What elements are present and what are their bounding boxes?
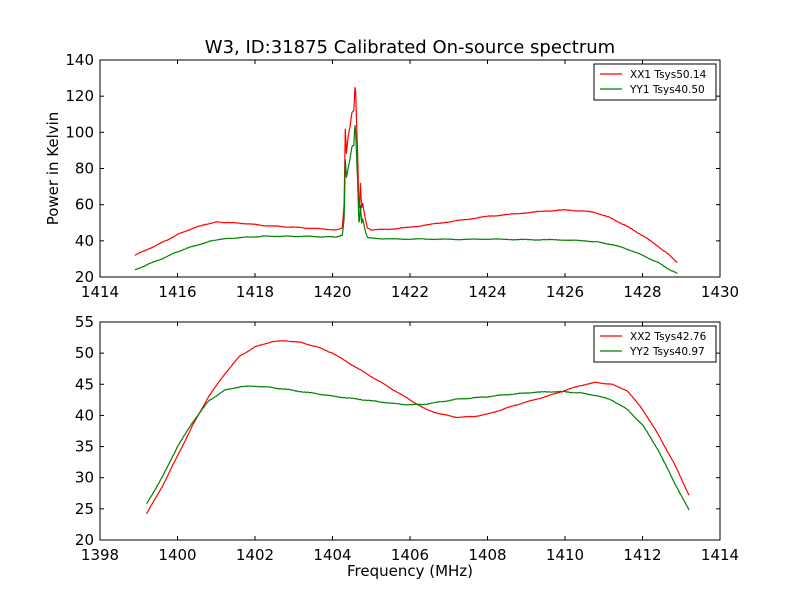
x-tick-label: 1424	[468, 283, 506, 301]
x-tick-label: 1412	[623, 546, 661, 564]
y-tick-label: 35	[75, 438, 94, 456]
y-tick-label: 60	[75, 196, 94, 214]
legend-label: XX2 Tsys42.76	[630, 331, 707, 343]
legend-label: XX1 Tsys50.14	[630, 69, 707, 81]
x-tick-label: 1420	[313, 283, 351, 301]
x-tick-label: 1408	[468, 546, 506, 564]
x-tick-label: 1414	[81, 283, 119, 301]
x-tick-label: 1410	[546, 546, 584, 564]
x-tick-label: 1400	[158, 546, 196, 564]
y-tick-label: 25	[75, 500, 94, 518]
legend-frame	[593, 63, 717, 101]
x-tick-label: 1402	[236, 546, 274, 564]
y-tick-label: 100	[65, 123, 94, 141]
y-tick-label: 30	[75, 469, 94, 487]
series-line-xx1	[134, 87, 678, 264]
x-tick-label: 1428	[623, 283, 661, 301]
legend-label: YY1 Tsys40.50	[629, 84, 705, 96]
legend-frame	[593, 325, 717, 363]
x-tick-label: 1416	[158, 283, 196, 301]
x-tick-label: 1414	[701, 546, 739, 564]
x-tick-label: 1422	[391, 283, 429, 301]
chart-panel-bottom: 1398 1400 1402 1404 1406 1408 1410 1412 1414 20 25…	[75, 313, 739, 580]
y-tick-label: 40	[75, 232, 94, 250]
x-tick-label: 1426	[546, 283, 584, 301]
x-tick-label: 1418	[236, 283, 274, 301]
x-tick-label: 1398	[81, 546, 119, 564]
y-tick-label: 50	[75, 344, 94, 362]
legend: XX1 Tsys50.14 YY1 Tsys40.50	[593, 63, 717, 101]
x-tick-label: 1406	[391, 546, 429, 564]
y-tick-label: 140	[65, 51, 94, 69]
y-tick-label: 20	[75, 268, 94, 286]
y-tick-label: 20	[75, 531, 94, 549]
x-tick-label: 1430	[701, 283, 739, 301]
x-axis-label: Frequency (MHz)	[347, 562, 473, 580]
y-axis-label: Power in Kelvin	[44, 112, 62, 226]
y-tick-label: 55	[75, 313, 94, 331]
legend-label: YY2 Tsys40.97	[629, 346, 705, 358]
series-line-yy1	[134, 125, 678, 274]
figure-title: W3, ID:31875 Calibrated On-source spectr…	[205, 37, 615, 58]
y-tick-label: 45	[75, 375, 94, 393]
y-tick-label: 120	[65, 87, 94, 105]
chart-panel-top: 1414 1416 1418 1420 1422 1424 1426 1428 1430 20 40…	[44, 51, 739, 301]
x-tick-label: 1404	[313, 546, 351, 564]
y-tick-label: 80	[75, 160, 94, 178]
series-line-yy2	[146, 385, 690, 511]
legend: XX2 Tsys42.76 YY2 Tsys40.97	[593, 325, 717, 363]
y-tick-label: 40	[75, 406, 94, 424]
